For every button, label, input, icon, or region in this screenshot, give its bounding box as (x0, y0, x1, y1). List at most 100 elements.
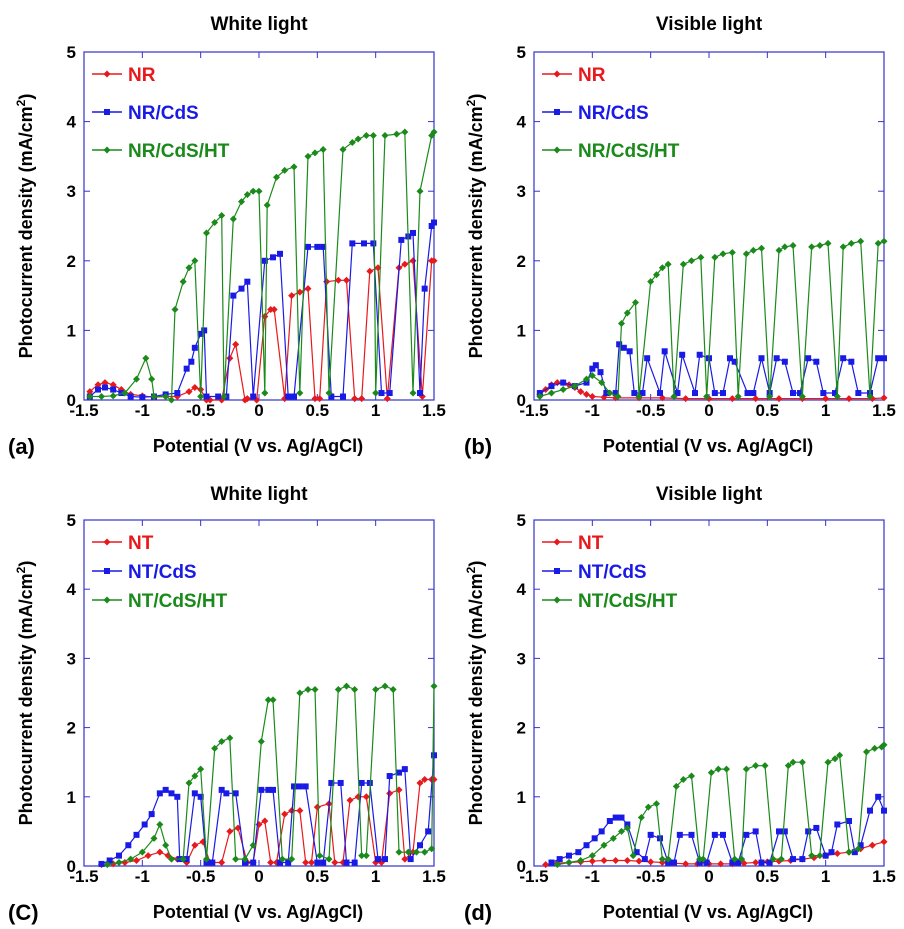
data-point (250, 859, 257, 866)
data-point (351, 859, 358, 866)
data-point (699, 855, 707, 863)
x-tick-label: 1.5 (422, 401, 446, 420)
data-point (728, 395, 736, 403)
data-point (880, 741, 888, 749)
data-point (799, 856, 806, 863)
data-point (354, 135, 362, 143)
data-point (127, 855, 135, 863)
data-point (431, 219, 437, 226)
data-point (308, 859, 315, 867)
data-point (258, 786, 265, 793)
x-tick-label: 1.5 (872, 867, 896, 886)
data-point (880, 237, 888, 245)
data-point (304, 285, 312, 293)
data-point (393, 130, 401, 138)
data-point (232, 855, 240, 863)
data-point (185, 779, 193, 787)
data-point (729, 859, 736, 866)
legend: NT NT/CdS NT/CdS/HT (542, 533, 678, 612)
data-point (727, 355, 733, 362)
data-point (881, 355, 887, 362)
data-point (86, 388, 94, 396)
data-point (334, 686, 342, 694)
data-point (362, 132, 370, 140)
data-point (658, 394, 666, 402)
data-point (288, 292, 296, 300)
legend-marker (553, 596, 561, 604)
data-point (358, 852, 366, 860)
data-point (674, 390, 681, 397)
data-point (162, 393, 170, 401)
data-point (197, 393, 205, 401)
data-point (211, 219, 219, 227)
data-point (244, 278, 251, 285)
data-point (735, 859, 742, 866)
data-point (267, 859, 275, 867)
data-point (679, 260, 687, 268)
data-point (798, 758, 806, 766)
data-point (109, 392, 117, 400)
data-point (218, 859, 226, 867)
data-point (197, 330, 204, 337)
data-point (302, 783, 309, 790)
y-tick-label: 5 (517, 511, 526, 530)
data-point (626, 348, 633, 355)
x-axis-label: Potential (V vs. Ag/AgCl) (153, 902, 363, 922)
data-point (102, 384, 108, 391)
legend-label: NR/CdS (128, 103, 199, 124)
data-point (744, 390, 751, 397)
y-axis-label: Photocurrent density (mA/cm2) (464, 561, 486, 826)
data-point (285, 859, 292, 866)
data-point (871, 744, 879, 752)
data-point (220, 393, 228, 401)
data-point (362, 793, 370, 801)
data-point (833, 393, 841, 401)
data-point (703, 859, 710, 866)
data-point (542, 861, 550, 869)
data-point (658, 264, 666, 272)
data-point (369, 132, 377, 140)
x-tick-label: -1 (135, 401, 150, 420)
data-point (316, 852, 324, 860)
data-point (348, 138, 356, 146)
data-point (857, 237, 865, 245)
data-point (575, 849, 582, 856)
data-point (150, 393, 158, 401)
data-point (269, 696, 277, 704)
data-point (358, 779, 365, 786)
data-point (328, 779, 335, 786)
data-point (265, 786, 272, 793)
data-point (141, 821, 148, 828)
data-point (637, 814, 645, 822)
y-tick-label: 1 (67, 321, 76, 340)
data-point (407, 856, 414, 863)
data-point (243, 191, 251, 199)
data-point (571, 382, 579, 390)
x-tick-label: 0.5 (756, 867, 780, 886)
data-point (606, 389, 614, 397)
data-point (711, 253, 719, 261)
data-point (162, 786, 169, 793)
data-point (421, 776, 429, 783)
chart-panel-2: Visible light 0 1 2 3 4 5 -1.5 -1 -0.5 0 0.5 1 1.5 Pot… (464, 14, 896, 459)
legend-label: NR/CdS (578, 103, 649, 124)
chart-panel-3: White light 0 1 2 3 4 5 -1.5 -1 -0.5 0 0.5 1 1.5 Poten… (8, 484, 446, 925)
legend-marker (103, 70, 111, 78)
data-point (647, 278, 655, 286)
data-point (839, 243, 847, 251)
data-point (790, 856, 796, 863)
data-point (717, 860, 725, 868)
data-point (296, 783, 303, 790)
data-point (548, 859, 555, 866)
legend-label: NT (128, 533, 154, 554)
data-point (372, 686, 380, 694)
y-tick-label: 2 (67, 252, 76, 271)
data-point (672, 782, 680, 790)
chart-title: Visible light (656, 14, 763, 35)
data-point (270, 306, 278, 314)
data-point (720, 831, 726, 838)
x-tick-label: -1 (135, 867, 150, 886)
data-point (847, 239, 855, 247)
data-point (401, 855, 409, 863)
data-point (249, 187, 257, 195)
